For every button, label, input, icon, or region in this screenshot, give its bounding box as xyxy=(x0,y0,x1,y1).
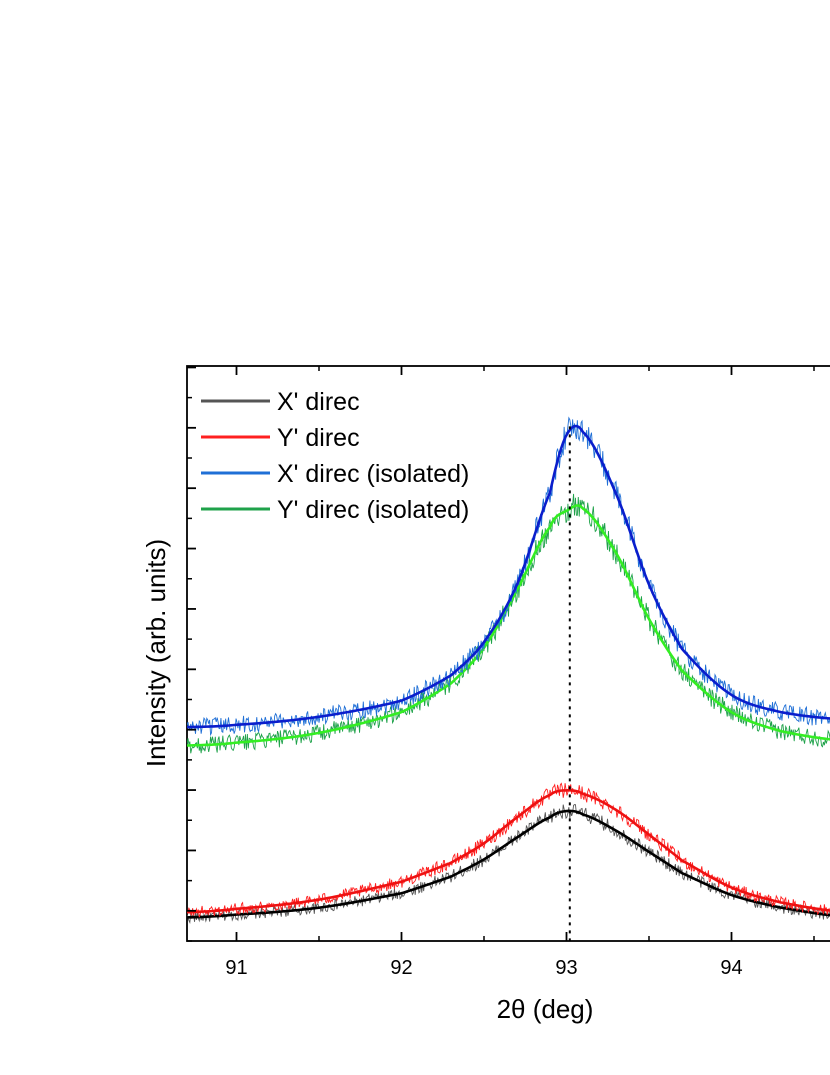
legend-entry-4: Y' direc (isolated) xyxy=(201,496,469,524)
fit-curve-3 xyxy=(187,424,830,729)
legend-label: X' direc (isolated) xyxy=(277,460,469,488)
y-axis-label: Intensity (arb. units) xyxy=(141,539,171,767)
legend-label: Y' direc xyxy=(277,424,360,452)
x-tick-label: 91 xyxy=(225,957,247,979)
series-2 xyxy=(187,782,830,918)
plot-frame xyxy=(186,365,830,942)
x-axis-label: 2θ (deg) xyxy=(497,994,594,1024)
series-4 xyxy=(187,493,830,754)
fit-curve-2 xyxy=(187,789,830,914)
x-tick-label: 92 xyxy=(390,957,412,979)
fit-curve-1 xyxy=(187,809,830,919)
legend-label: Y' direc (isolated) xyxy=(277,496,469,524)
raw-trace-1 xyxy=(187,804,830,924)
legend-label: X' direc xyxy=(277,388,360,416)
legend-entry-1: X' direc xyxy=(201,388,360,416)
fit-curve-4 xyxy=(187,504,830,747)
series-3 xyxy=(187,416,830,737)
x-tick-label: 93 xyxy=(555,957,577,979)
x-tick-label: 94 xyxy=(720,957,742,979)
series-1 xyxy=(187,804,830,924)
raw-trace-4 xyxy=(187,493,830,754)
legend-entry-2: Y' direc xyxy=(201,424,360,452)
legend: X' direc Y' direc X' direc (isolated) Y' di… xyxy=(201,388,469,524)
legend-entry-3: X' direc (isolated) xyxy=(201,460,469,488)
